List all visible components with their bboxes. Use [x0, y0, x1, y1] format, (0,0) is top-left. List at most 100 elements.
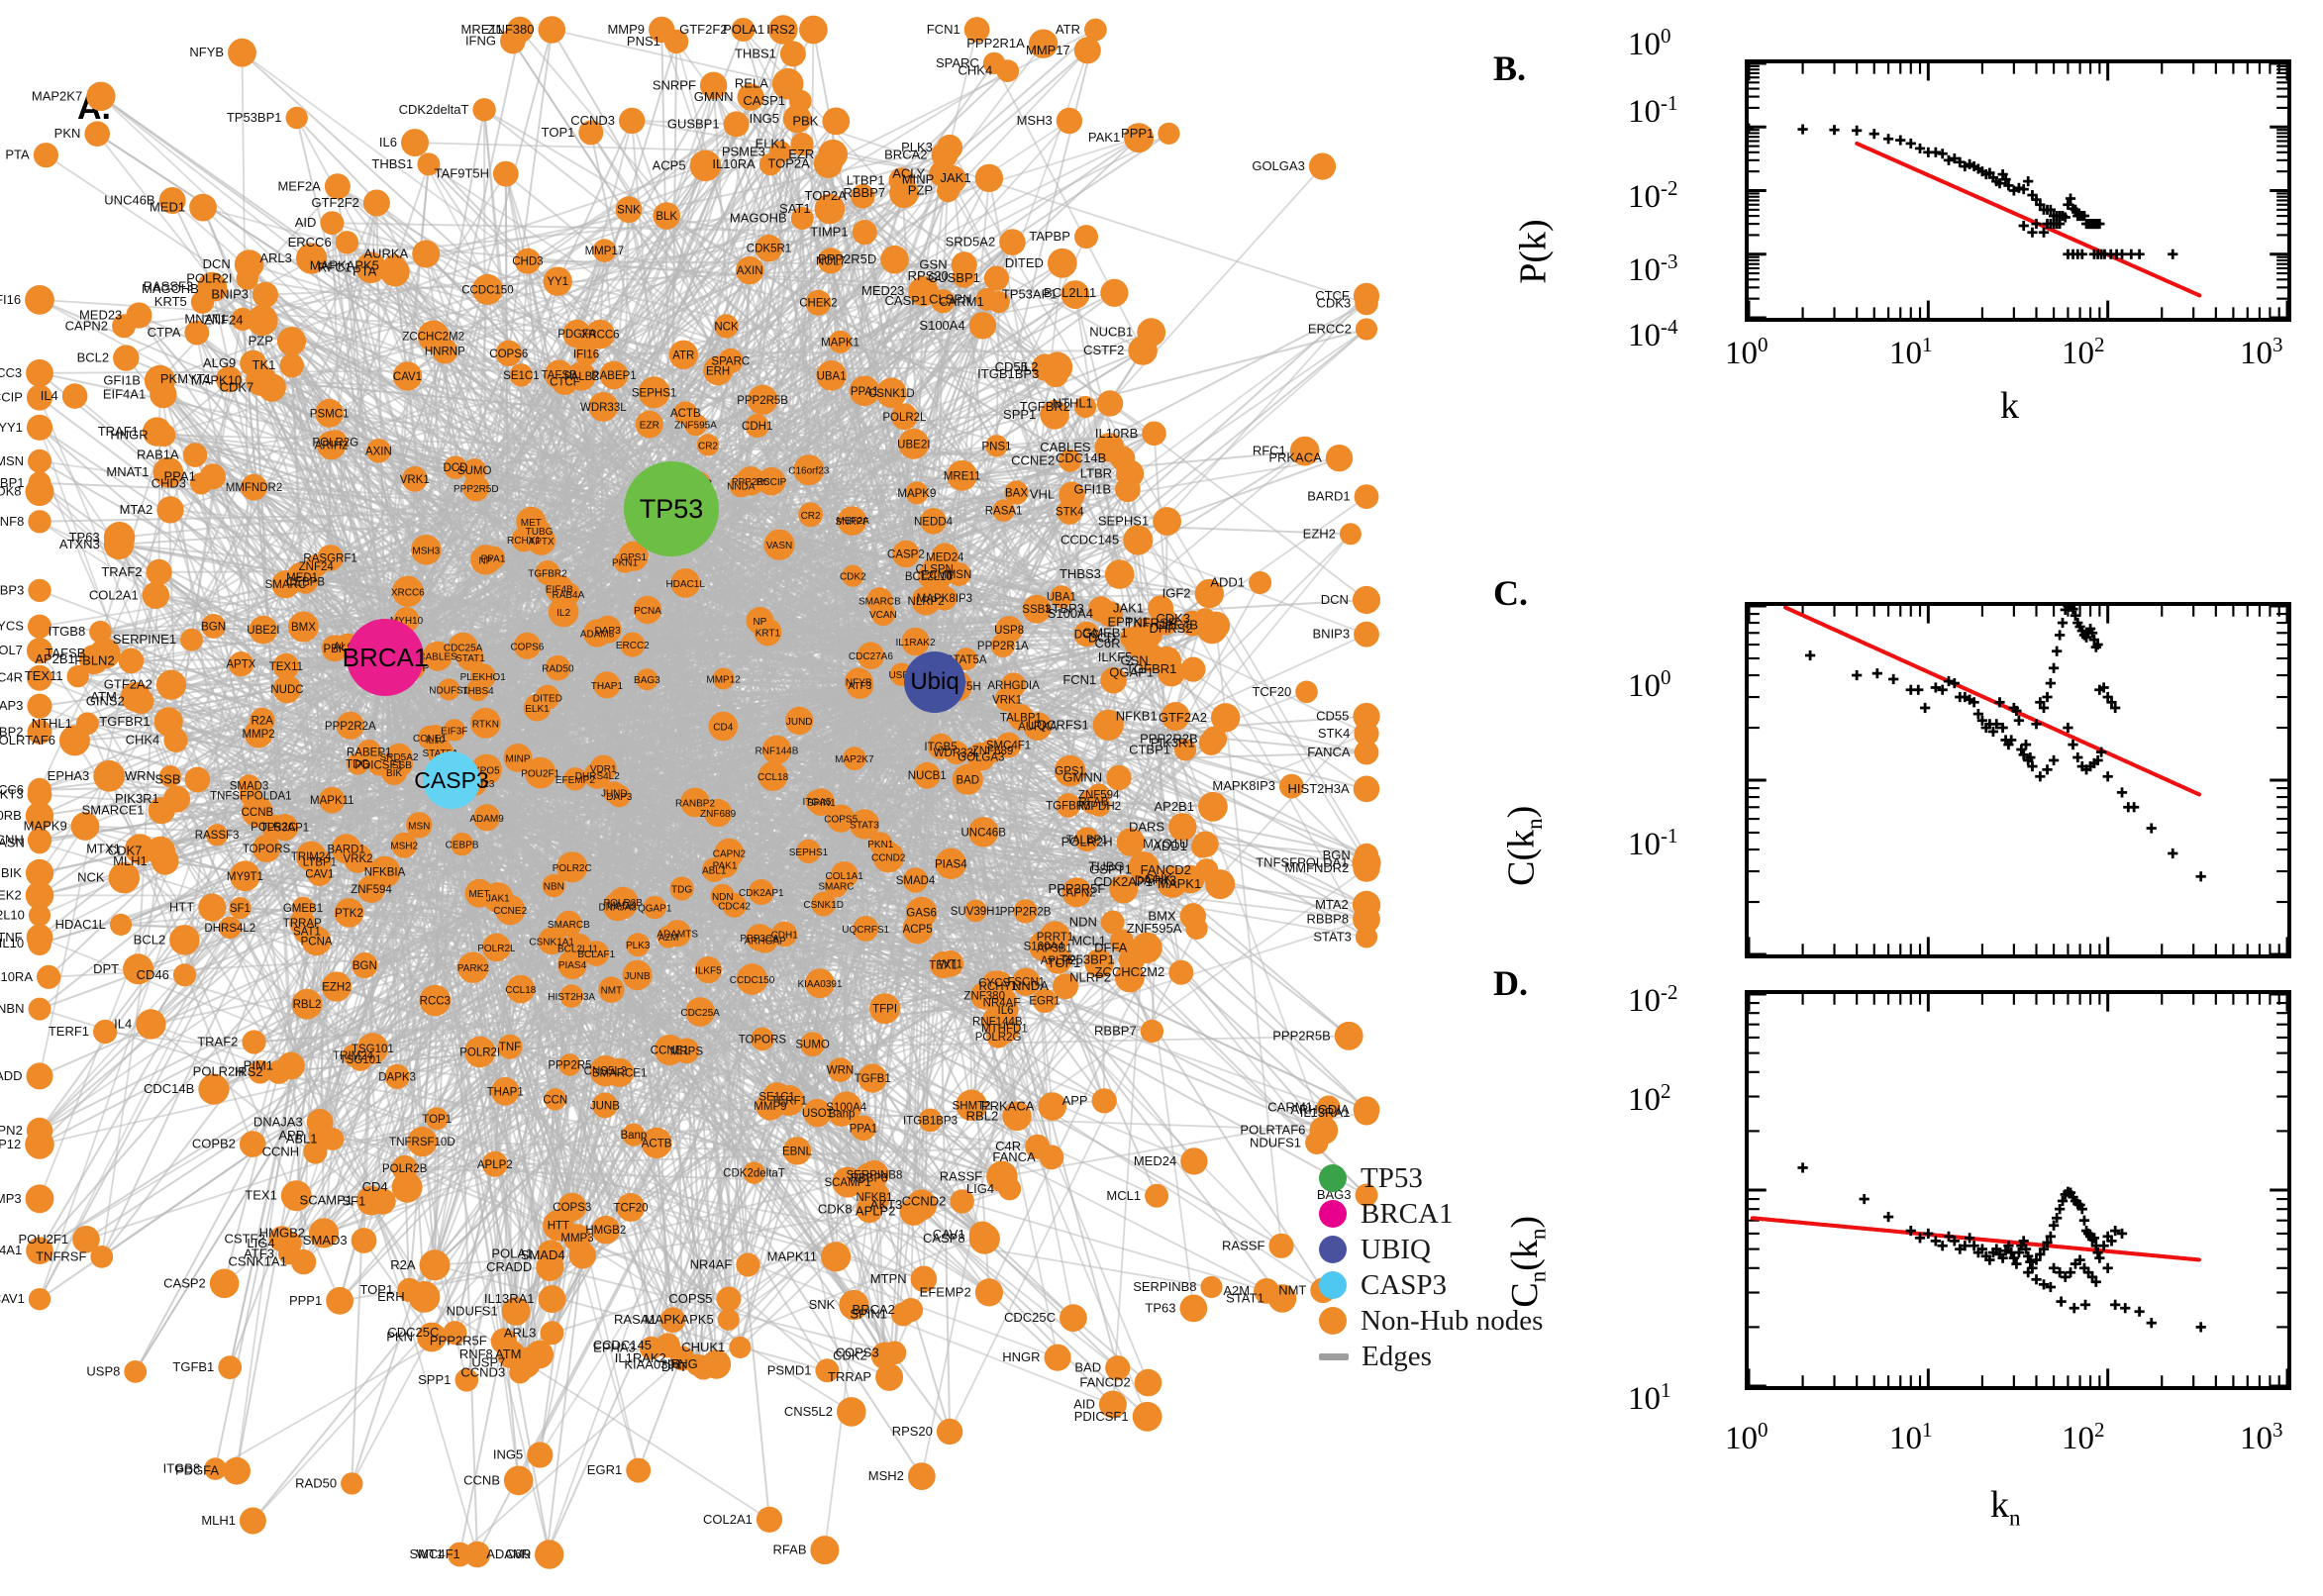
- non-hub-node[interactable]: [622, 959, 653, 991]
- non-hub-node[interactable]: [689, 150, 722, 182]
- non-hub-node[interactable]: [450, 832, 474, 856]
- non-hub-node[interactable]: [717, 1308, 740, 1331]
- non-hub-node[interactable]: [1007, 704, 1035, 731]
- non-hub-node[interactable]: [241, 473, 267, 501]
- non-hub-node[interactable]: [70, 812, 100, 841]
- non-hub-node[interactable]: [768, 15, 798, 45]
- non-hub-node[interactable]: [401, 465, 428, 492]
- non-hub-node[interactable]: [28, 1288, 51, 1311]
- non-hub-node[interactable]: [215, 365, 243, 393]
- non-hub-node[interactable]: [417, 320, 450, 352]
- non-hub-node[interactable]: [975, 287, 999, 311]
- non-hub-node[interactable]: [125, 834, 155, 864]
- non-hub-node[interactable]: [184, 320, 210, 346]
- non-hub-node[interactable]: [470, 545, 501, 575]
- non-hub-node[interactable]: [1168, 813, 1197, 842]
- non-hub-node[interactable]: [1116, 828, 1146, 856]
- non-hub-node[interactable]: [668, 340, 698, 369]
- non-hub-node[interactable]: [1011, 967, 1041, 996]
- non-hub-node[interactable]: [406, 812, 433, 839]
- non-hub-node[interactable]: [341, 1472, 363, 1495]
- non-hub-node[interactable]: [492, 160, 519, 187]
- non-hub-node[interactable]: [1100, 666, 1127, 694]
- non-hub-node[interactable]: [84, 121, 110, 147]
- non-hub-node[interactable]: [1124, 123, 1155, 153]
- non-hub-node[interactable]: [527, 1442, 554, 1468]
- non-hub-node[interactable]: [1105, 1355, 1131, 1381]
- non-hub-node[interactable]: [1194, 578, 1225, 609]
- non-hub-node[interactable]: [471, 273, 503, 305]
- non-hub-node[interactable]: [463, 1541, 491, 1568]
- non-hub-node[interactable]: [1161, 702, 1190, 731]
- non-hub-node[interactable]: [931, 289, 956, 314]
- non-hub-node[interactable]: [1279, 773, 1304, 799]
- non-hub-node[interactable]: [239, 1507, 266, 1535]
- non-hub-node[interactable]: [589, 754, 617, 782]
- non-hub-node[interactable]: [443, 1321, 467, 1346]
- non-hub-node[interactable]: [626, 1457, 652, 1483]
- non-hub-node[interactable]: [366, 439, 391, 463]
- non-hub-node[interactable]: [636, 668, 658, 691]
- non-hub-node[interactable]: [545, 654, 571, 681]
- non-hub-node[interactable]: [1339, 523, 1362, 546]
- non-hub-node[interactable]: [620, 632, 646, 657]
- non-hub-node[interactable]: [936, 134, 963, 161]
- non-hub-node[interactable]: [818, 139, 849, 169]
- non-hub-node[interactable]: [1044, 1344, 1071, 1371]
- non-hub-node[interactable]: [118, 648, 145, 674]
- non-hub-node[interactable]: [26, 1117, 53, 1145]
- non-hub-node[interactable]: [26, 638, 53, 664]
- non-hub-node[interactable]: [1091, 1088, 1117, 1114]
- non-hub-node[interactable]: [473, 804, 501, 832]
- non-hub-node[interactable]: [1094, 433, 1125, 462]
- non-hub-node[interactable]: [816, 360, 847, 391]
- non-hub-node[interactable]: [151, 847, 179, 875]
- non-hub-node[interactable]: [228, 38, 256, 67]
- non-hub-node[interactable]: [392, 361, 423, 391]
- non-hub-node[interactable]: [25, 1184, 54, 1214]
- non-hub-node[interactable]: [538, 1285, 566, 1314]
- non-hub-node[interactable]: [851, 183, 875, 209]
- non-hub-node[interactable]: [163, 728, 188, 752]
- non-hub-node[interactable]: [454, 1368, 479, 1392]
- non-hub-node[interactable]: [464, 1036, 496, 1068]
- non-hub-node[interactable]: [172, 963, 197, 987]
- non-hub-node[interactable]: [763, 529, 795, 560]
- non-hub-node[interactable]: [603, 781, 626, 804]
- non-hub-node[interactable]: [920, 508, 947, 535]
- non-hub-node[interactable]: [86, 81, 116, 112]
- non-hub-node[interactable]: [901, 627, 930, 656]
- non-hub-node[interactable]: [27, 614, 52, 639]
- non-hub-node[interactable]: [343, 844, 373, 873]
- non-hub-node[interactable]: [26, 384, 53, 411]
- non-hub-node[interactable]: [1289, 436, 1320, 466]
- non-hub-node[interactable]: [1040, 921, 1070, 952]
- non-hub-node[interactable]: [952, 763, 983, 795]
- non-hub-node[interactable]: [108, 861, 140, 894]
- non-hub-node[interactable]: [1100, 910, 1125, 935]
- non-hub-node[interactable]: [851, 1115, 876, 1142]
- non-hub-node[interactable]: [231, 307, 254, 331]
- non-hub-node[interactable]: [466, 678, 489, 702]
- non-hub-node[interactable]: [714, 314, 739, 339]
- non-hub-node[interactable]: [891, 403, 918, 431]
- non-hub-node[interactable]: [974, 163, 1004, 193]
- non-hub-node[interactable]: [295, 243, 328, 274]
- non-hub-node[interactable]: [985, 435, 1008, 457]
- non-hub-node[interactable]: [28, 510, 51, 534]
- non-hub-node[interactable]: [27, 782, 52, 807]
- non-hub-node[interactable]: [1054, 754, 1086, 787]
- non-hub-node[interactable]: [986, 1025, 1010, 1048]
- non-hub-node[interactable]: [1025, 1134, 1051, 1159]
- non-hub-node[interactable]: [756, 1506, 783, 1533]
- non-hub-node[interactable]: [152, 456, 184, 488]
- non-hub-node[interactable]: [974, 1278, 1004, 1307]
- non-hub-node[interactable]: [112, 314, 137, 339]
- non-hub-node[interactable]: [336, 711, 364, 740]
- non-hub-node[interactable]: [28, 449, 51, 473]
- non-hub-node[interactable]: [714, 838, 745, 868]
- non-hub-node[interactable]: [782, 104, 812, 134]
- non-hub-node[interactable]: [1104, 559, 1135, 589]
- non-hub-node[interactable]: [293, 568, 318, 594]
- non-hub-node[interactable]: [898, 428, 930, 459]
